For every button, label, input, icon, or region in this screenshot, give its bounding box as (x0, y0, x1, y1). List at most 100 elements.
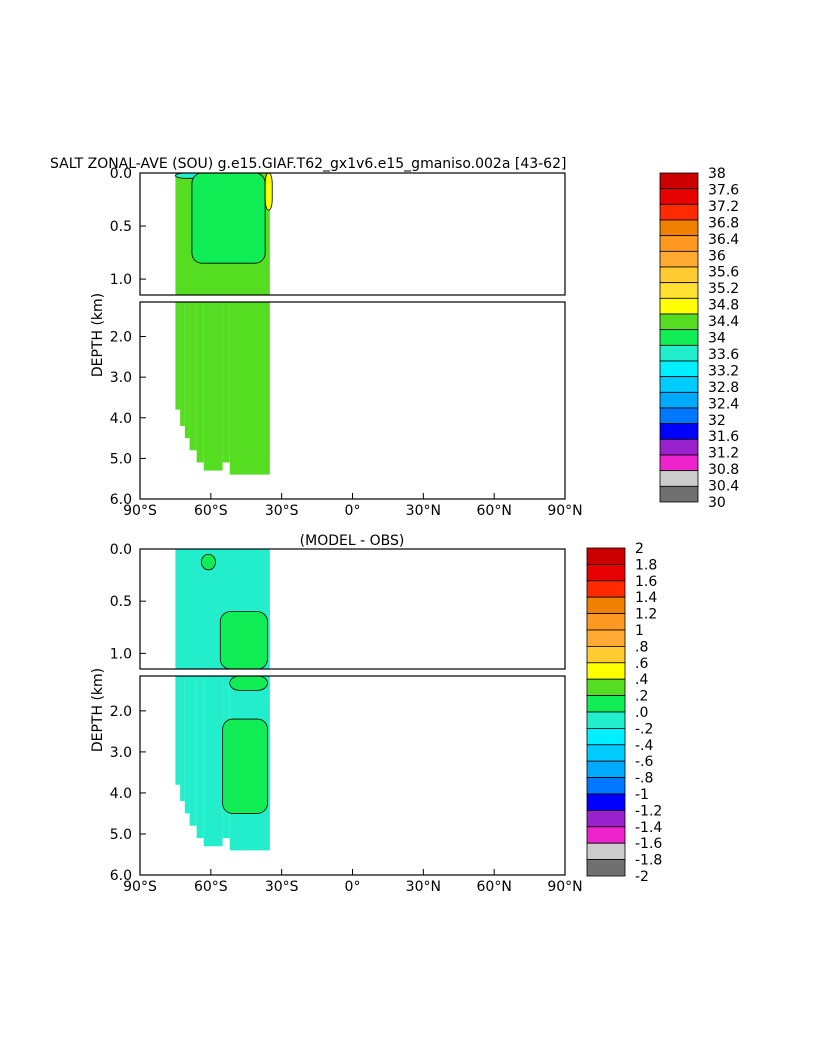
panel-2-colorbar-label-9: .2 (635, 689, 648, 705)
panel-1-ylabel: DEPTH (km) (90, 293, 106, 377)
panel-1-colorbar-label-7: 35.2 (708, 281, 739, 297)
panel-1-fill-lower-step-2 (184, 302, 190, 439)
panel-2-colorbar-swatch-3 (586, 596, 626, 615)
panel-1-colorbar-label-2: 37.2 (708, 199, 739, 215)
panel-2-colorbar-label-1: 1.8 (635, 557, 657, 573)
panel-2-colorbar-label-16: -1.2 (635, 803, 662, 819)
panel-2-colorbar-label-15: -1 (635, 787, 649, 803)
panel-1-ytick-label-lower-4: 6.0 (110, 492, 132, 508)
panel-1-xtick-label-3: 0° (345, 503, 361, 519)
panel-1-fill-lower-step-4 (196, 302, 204, 463)
panel-1-fill-lower-step-7 (229, 302, 270, 475)
panel-2-colorbar-swatch-13 (586, 760, 626, 779)
panel-1-xtick-label-0: 90°S (123, 503, 157, 519)
panel-2-region-diff-0-0.2-near-surface (200, 553, 216, 571)
panel-1-colorbar-label-17: 31.2 (708, 446, 739, 462)
panel-2-colorbar-label-19: -1.8 (635, 853, 662, 869)
panel-1-colorbar-swatch-3 (659, 219, 699, 237)
panel-1-colorbar-label-15: 32 (708, 413, 726, 429)
panel-2-colorbar-swatch-18 (586, 842, 626, 861)
panel-2-colorbar-swatch-19 (586, 859, 626, 877)
panel-2-colorbar-swatch-1 (586, 564, 626, 582)
panel-2-colorbar-swatch-5 (586, 629, 626, 647)
panel-1-colorbar-label-18: 30.8 (708, 462, 739, 478)
panel-1-colorbar-label-11: 33.6 (708, 347, 739, 363)
panel-2-ytick-label-lower-2: 4.0 (110, 786, 132, 802)
panel-2-region-diff-0-0.2-deep (222, 718, 268, 814)
panel-2-region-diff-0-0.2-upper (219, 611, 268, 670)
panel-1-colorbar-label-4: 36.4 (708, 232, 739, 248)
panel-1-colorbar-label-20: 30 (708, 495, 726, 511)
panel-2-region-diff-0-0.2-mid (229, 675, 268, 691)
panel-2-colorbar-label-8: .4 (635, 672, 648, 688)
panel-2-colorbar-label-18: -1.6 (635, 836, 662, 852)
panel-1-colorbar-swatch-10 (659, 329, 699, 346)
panel-2-xtick-label-0: 90°S (123, 879, 157, 895)
panel-1-colorbar-swatch-14 (659, 391, 699, 409)
panel-1-colorbar-swatch-1 (659, 188, 699, 205)
panel-1-ytick-label-lower-3: 5.0 (110, 451, 132, 467)
panel-1-colorbar-swatch-5 (659, 250, 699, 268)
panel-1-colorbar-label-0: 38 (708, 166, 726, 182)
panel-1-xtick-label-4: 30°N (406, 503, 441, 519)
panel-1-colorbar-swatch-4 (659, 235, 699, 252)
panel-1-ytick-label-upper-1: 0.5 (110, 219, 132, 235)
panel-2-colorbar-swatch-11 (586, 728, 626, 746)
panel-2-colorbar-swatch-8 (586, 678, 626, 697)
panel-2-colorbar-swatch-17 (586, 826, 626, 844)
panel-1-colorbar-label-10: 34 (708, 331, 726, 347)
panel-1-colorbar-swatch-19 (659, 470, 699, 487)
panel-2-ytick-label-lower-3: 5.0 (110, 827, 132, 843)
panel-2-colorbar-label-4: 1.2 (635, 607, 657, 623)
panel-1-ytick-label-lower-0: 2.0 (110, 330, 132, 346)
panel-1-colorbar-swatch-7 (659, 282, 699, 299)
panel-1-frame-upper (139, 172, 566, 296)
panel-1-colorbar-label-19: 30.4 (708, 479, 739, 495)
panel-2-colorbar-swatch-4 (586, 613, 626, 631)
panel-2-colorbar-swatch-14 (586, 777, 626, 795)
panel-1-colorbar-label-8: 34.8 (708, 298, 739, 314)
panel-2-fill-lower-step-5 (203, 676, 223, 847)
panel-2-colorbar-label-17: -1.4 (635, 820, 662, 836)
panel-1-colorbar-swatch-12 (659, 360, 699, 378)
panel-1-colorbar-swatch-11 (659, 344, 699, 362)
panel-1-xtick-label-2: 30°S (265, 503, 299, 519)
panel-1-colorbar-swatch-17 (659, 438, 699, 456)
panel-1-colorbar-swatch-9 (659, 313, 699, 331)
panel-2-colorbar-swatch-12 (586, 744, 626, 762)
panel-1-colorbar-swatch-0 (659, 172, 699, 190)
panel-1-colorbar-label-3: 36.8 (708, 215, 739, 231)
panel-1-colorbar-swatch-2 (659, 203, 699, 221)
panel-2-ytick-label-lower-1: 3.0 (110, 745, 132, 761)
panel-2-xtick-label-3: 0° (345, 879, 361, 895)
panel-1-colorbar-swatch-18 (659, 454, 699, 472)
panel-1-ytick-label-lower-2: 4.0 (110, 411, 132, 427)
panel-1-xtick-label-6: 90°N (547, 503, 582, 519)
panel-1-ytick-label-upper-0: 0.0 (110, 166, 132, 182)
panel-1-fill-lower-step-5 (203, 302, 223, 471)
panel-2-colorbar-label-5: 1 (635, 623, 644, 639)
panel-2-colorbar-label-6: .8 (635, 639, 648, 655)
panel-2-colorbar-label-0: 2 (635, 541, 644, 557)
panel-1-xtick-label-5: 60°N (477, 503, 512, 519)
panel-2-ylabel: DEPTH (km) (90, 668, 106, 752)
panel-2-colorbar-swatch-10 (586, 711, 626, 729)
panel-2-xtick-label-4: 30°N (406, 879, 441, 895)
panel-2-xtick-label-6: 90°N (547, 879, 582, 895)
panel-1-colorbar-label-5: 36 (708, 248, 726, 264)
panel-1-colorbar-label-6: 35.6 (708, 265, 739, 281)
panel-2-fill-lower-step-2 (184, 676, 190, 814)
panel-1-fill-lower-step-3 (189, 302, 197, 451)
panel-2-colorbar-label-2: 1.6 (635, 574, 657, 590)
panel-2-colorbar-label-20: -2 (635, 869, 649, 885)
panel-2-colorbar-swatch-0 (586, 547, 626, 565)
panel-2-colorbar-swatch-9 (586, 695, 626, 713)
panel-2-ytick-label-lower-4: 6.0 (110, 868, 132, 884)
panel-2-xtick-label-1: 60°S (194, 879, 228, 895)
panel-1-colorbar-label-16: 31.6 (708, 429, 739, 445)
panel-2-colorbar-swatch-15 (586, 793, 626, 811)
panel-2-colorbar-label-14: -.8 (635, 771, 653, 787)
panel-1-region-salinity-34.0-34.4 (191, 172, 266, 264)
panel-1-colorbar-label-1: 37.6 (708, 182, 739, 198)
panel-1-fill-lower-step-6 (222, 302, 230, 463)
